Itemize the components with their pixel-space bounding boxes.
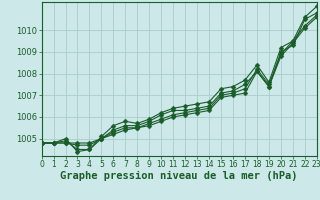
- X-axis label: Graphe pression niveau de la mer (hPa): Graphe pression niveau de la mer (hPa): [60, 171, 298, 181]
